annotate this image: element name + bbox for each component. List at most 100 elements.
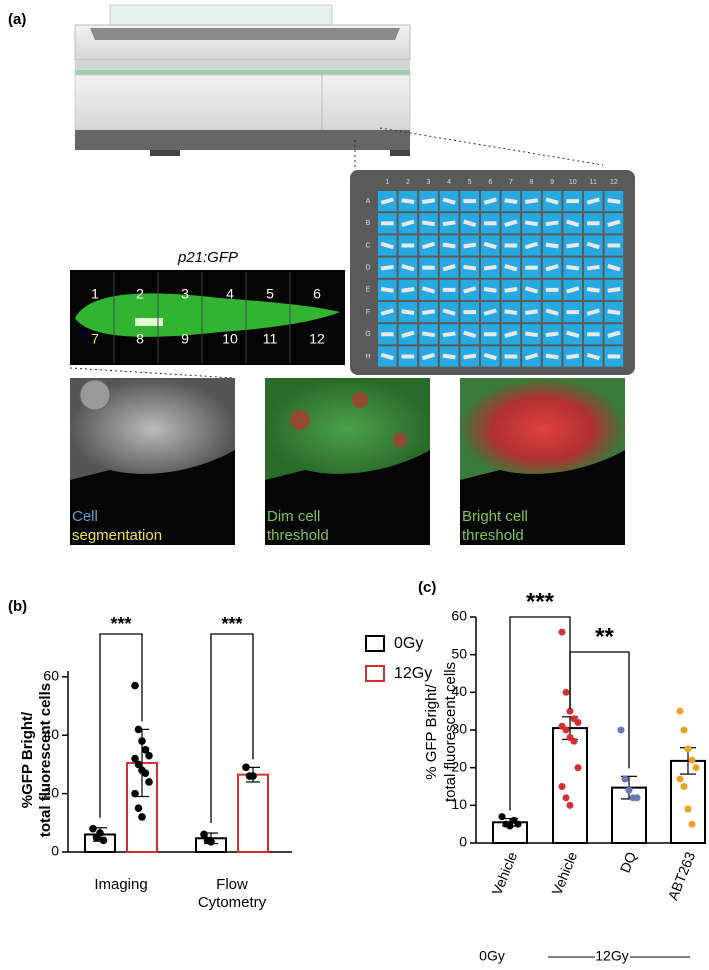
plate-column-label: 3 <box>427 179 431 186</box>
data-point <box>562 794 570 802</box>
data-point <box>141 769 150 777</box>
well-fish <box>422 265 435 270</box>
well-fish <box>421 220 436 227</box>
data-point <box>684 805 692 813</box>
data-point <box>684 745 692 753</box>
well-fish <box>545 197 559 205</box>
well-fish <box>586 352 600 361</box>
data-point <box>688 756 696 764</box>
well-fish <box>524 331 539 338</box>
well-fish <box>504 287 518 293</box>
well-fish <box>607 219 621 227</box>
well-fish <box>545 287 559 292</box>
well-fish <box>586 308 600 316</box>
well-fish <box>607 330 621 338</box>
imaging-instrument <box>74 4 604 168</box>
micrograph-label: Cell <box>72 508 98 525</box>
data-point <box>207 837 215 846</box>
data-point <box>574 764 582 772</box>
well-fish <box>545 264 559 272</box>
data-point <box>570 737 578 745</box>
well-fish <box>586 264 600 271</box>
y-axis-label: total fluorescent cells <box>37 683 54 837</box>
y-tick-label: 20 <box>451 758 467 774</box>
data-point <box>566 801 574 809</box>
well-fish <box>380 241 394 250</box>
well-fish <box>380 352 394 361</box>
data-point <box>134 804 143 813</box>
well-fish <box>483 241 497 250</box>
well-fish <box>442 242 456 249</box>
well-fish <box>380 197 394 205</box>
panel-label: (b) <box>8 598 27 615</box>
y-tick-label: 0 <box>459 834 467 850</box>
well-fish <box>401 287 415 293</box>
micrograph-label: Bright cell <box>462 508 528 525</box>
significance-label: ** <box>595 623 614 650</box>
well-fish <box>607 243 621 248</box>
plate-row-label: G <box>365 331 370 338</box>
data-point <box>506 822 514 830</box>
data-point <box>621 775 629 783</box>
micrograph-label: segmentation <box>72 527 162 544</box>
x-tick-label: Imaging <box>94 876 148 893</box>
y-tick-label: 60 <box>451 608 467 624</box>
fish-region-label: 5 <box>266 286 274 302</box>
data-point <box>242 763 250 772</box>
group-label: 12Gy <box>595 948 628 964</box>
well-fish <box>463 310 476 315</box>
legend-swatch <box>365 635 385 652</box>
data-point <box>134 760 143 769</box>
plate-row-label: H <box>365 353 370 360</box>
well-fish <box>463 330 477 338</box>
well-fish <box>421 286 436 294</box>
well-fish <box>442 264 456 272</box>
y-axis-label: %GFP Bright/ <box>19 711 36 808</box>
well-fish <box>524 309 539 315</box>
well-fish <box>545 242 559 249</box>
data-point <box>562 688 570 696</box>
well-fish <box>607 354 621 359</box>
well-fish <box>524 220 539 227</box>
well-fish <box>421 198 436 204</box>
x-tick-label: Vehicle <box>488 849 520 897</box>
y-axis-label: total fluorescent cells <box>442 662 459 802</box>
y-axis-label: % GFP Bright/ <box>423 683 440 779</box>
well-fish <box>401 309 415 315</box>
plate-row-label: A <box>366 198 371 205</box>
y-tick-label: 60 <box>43 668 59 684</box>
well-fish <box>545 308 559 316</box>
plate-column-label: 1 <box>385 179 389 186</box>
well-fish <box>484 221 497 226</box>
well-fish <box>566 219 580 227</box>
micrographs <box>70 378 625 545</box>
well-fish <box>566 264 580 271</box>
data-point <box>249 772 257 780</box>
plate-column-label: 11 <box>590 179 597 186</box>
data-point <box>99 836 108 845</box>
data-point <box>562 726 570 734</box>
well-fish <box>566 330 580 338</box>
data-point <box>680 726 688 734</box>
data-point <box>145 751 153 760</box>
plate-row-label: C <box>365 242 370 249</box>
data-point <box>680 783 688 790</box>
bar <box>237 773 269 853</box>
y-tick-label: 0 <box>51 843 59 859</box>
well-fish <box>525 265 538 270</box>
data-point <box>692 764 700 772</box>
plate-row-label: E <box>366 287 371 294</box>
plate-column-label: 10 <box>569 179 577 186</box>
well-fish <box>463 219 477 227</box>
well-fish <box>586 241 600 250</box>
data-point <box>138 813 146 821</box>
data-point <box>633 794 641 802</box>
well-fish <box>587 332 600 337</box>
data-point <box>625 786 633 794</box>
fish-region-label: 3 <box>181 286 189 302</box>
data-point <box>141 746 150 754</box>
well-fish <box>401 198 415 204</box>
fish-highlight <box>135 318 163 326</box>
